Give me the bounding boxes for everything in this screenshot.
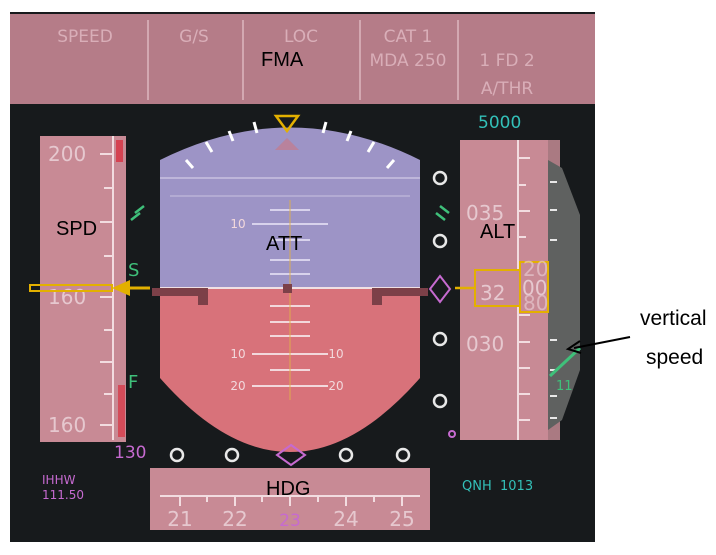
speed-tick-180: 160 — [48, 285, 86, 309]
speed-reference-line — [29, 280, 150, 296]
localizer-scale — [169, 447, 411, 463]
label-fma: FMA — [261, 49, 304, 71]
heading-tick-22: 22 — [222, 507, 247, 531]
label-hdg: HDG — [266, 478, 310, 500]
pitch-label-left-20: 20 — [230, 379, 245, 393]
sky-pointer-icon — [275, 138, 299, 150]
alt-tick-035: 035 — [466, 201, 504, 225]
altitude-current: 32 — [480, 281, 505, 305]
speed-tick-200: 200 — [48, 142, 86, 166]
fma-col4-line1: CAT 1 — [384, 27, 433, 47]
roll-scale — [184, 121, 396, 169]
label-vertical-speed-line1: vertical — [640, 307, 707, 330]
vertical-speed-scale: 11 — [548, 160, 582, 430]
heading-tick-24: 24 — [333, 507, 358, 531]
pitch-label-right-10: 10 — [328, 347, 343, 361]
alt-tick-030: 030 — [466, 332, 504, 356]
selected-altitude: 5000 — [478, 113, 521, 133]
label-att: ATT — [266, 233, 302, 255]
heading-tick-25: 25 — [389, 507, 414, 531]
heading-tick-23: 23 — [279, 511, 301, 531]
fma-col5-line1: 1 FD 2 — [479, 51, 534, 71]
fma-col5-line2: A/THR — [481, 79, 534, 99]
label-alt: ALT — [480, 221, 515, 243]
heading-tape: 21 22 23 24 25 — [150, 468, 430, 531]
vertical-speed-arrow-icon — [565, 336, 631, 354]
s-speed-marker: S — [128, 260, 139, 281]
speed-tick-160: 160 — [48, 413, 86, 437]
vertical-speed-value: 11 — [556, 379, 573, 394]
pitch-label-sky-10: 10 — [230, 217, 245, 231]
fma-col3: LOC — [284, 27, 318, 47]
altitude-drum-bottom: 80 — [523, 291, 548, 315]
attitude-indicator: 10 10 10 20 20 — [130, 114, 450, 452]
heading-tick-21: 21 — [167, 507, 192, 531]
qnh-value: 1013 — [500, 479, 533, 494]
pitch-label-right-20: 20 — [328, 379, 343, 393]
vertical-speed-needle — [548, 346, 582, 378]
altitude-drum-mid: 00 — [522, 276, 547, 300]
pitch-label-left-10: 10 — [230, 347, 245, 361]
target-speed: 130 — [114, 443, 146, 463]
glideslope-deviation-diamond — [428, 274, 452, 304]
altitude-window: 32 20 00 80 — [455, 257, 549, 315]
label-spd: SPD — [56, 218, 97, 240]
localizer-deviation-diamond — [275, 443, 307, 467]
fma-col2: G/S — [179, 27, 209, 47]
ils-ident: IHHW — [42, 473, 76, 487]
qnh-label: QNH — [462, 479, 492, 494]
glideslope-scale — [432, 170, 448, 409]
f-speed-marker: F — [128, 372, 138, 393]
fma-col1: SPEED — [57, 27, 113, 47]
label-vertical-speed-line2: speed — [646, 346, 703, 369]
ils-frequency: 111.50 — [42, 488, 84, 502]
roll-pointer-icon — [273, 114, 301, 134]
fma-band: SPEED G/S LOC CAT 1 MDA 250 1 FD 2 A/THR — [10, 14, 595, 104]
altitude-drum-top: 20 — [523, 257, 548, 281]
aircraft-symbol-icon — [152, 284, 428, 305]
fma-col4-line2: MDA 250 — [370, 51, 447, 71]
